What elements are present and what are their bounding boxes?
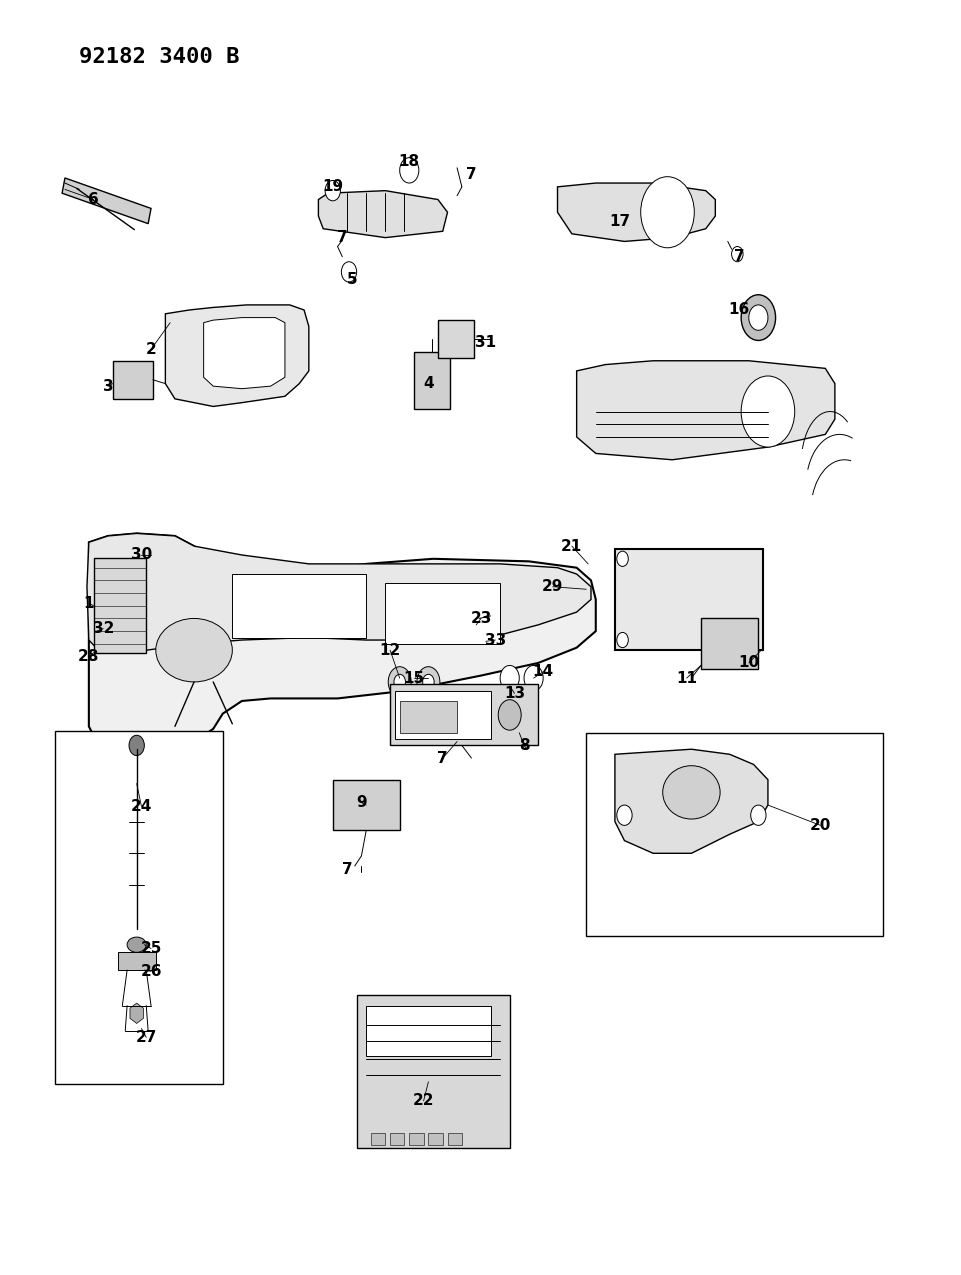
Bar <box>93 557 146 653</box>
Circle shape <box>524 666 543 691</box>
Ellipse shape <box>662 766 720 819</box>
Text: 14: 14 <box>532 664 554 680</box>
Text: 92182 3400 B: 92182 3400 B <box>79 47 239 68</box>
Text: 23: 23 <box>470 611 491 626</box>
Bar <box>357 996 509 1148</box>
Polygon shape <box>117 952 156 970</box>
Text: 10: 10 <box>737 655 758 671</box>
Ellipse shape <box>156 618 233 682</box>
Circle shape <box>640 177 694 247</box>
Polygon shape <box>88 533 595 755</box>
Text: 6: 6 <box>88 193 99 207</box>
Bar <box>408 1132 423 1145</box>
Polygon shape <box>62 179 151 223</box>
Text: 4: 4 <box>423 376 433 391</box>
Bar <box>701 618 757 669</box>
Circle shape <box>422 674 433 690</box>
Polygon shape <box>130 1003 143 1024</box>
Circle shape <box>325 181 340 200</box>
Circle shape <box>416 667 439 697</box>
Text: 24: 24 <box>131 799 152 813</box>
Circle shape <box>394 674 405 690</box>
Bar <box>395 691 490 740</box>
Bar <box>233 574 366 638</box>
Polygon shape <box>204 317 284 389</box>
Text: 7: 7 <box>437 751 448 765</box>
Bar <box>585 733 882 936</box>
Polygon shape <box>614 750 767 853</box>
Text: 26: 26 <box>140 964 161 979</box>
Bar <box>371 1132 385 1145</box>
Text: 2: 2 <box>145 342 157 357</box>
Circle shape <box>500 666 519 691</box>
Text: 33: 33 <box>484 632 505 648</box>
Circle shape <box>399 158 418 184</box>
Text: 7: 7 <box>336 230 347 245</box>
Text: 7: 7 <box>341 862 352 877</box>
Bar <box>399 701 456 733</box>
Circle shape <box>498 700 521 731</box>
Text: 12: 12 <box>380 643 401 658</box>
Text: 18: 18 <box>398 154 419 170</box>
Polygon shape <box>165 305 308 407</box>
Polygon shape <box>318 191 447 237</box>
Bar <box>413 352 450 409</box>
Bar <box>614 548 762 650</box>
Text: 20: 20 <box>809 817 830 833</box>
Text: 17: 17 <box>608 214 629 228</box>
Text: 9: 9 <box>356 796 366 810</box>
Text: 16: 16 <box>727 302 749 317</box>
Circle shape <box>129 736 144 756</box>
Text: 7: 7 <box>466 167 477 181</box>
Bar <box>112 361 153 399</box>
Circle shape <box>750 805 765 825</box>
Circle shape <box>748 305 767 330</box>
Text: 30: 30 <box>131 547 152 562</box>
Circle shape <box>616 805 631 825</box>
Polygon shape <box>86 533 590 653</box>
Bar <box>437 320 474 358</box>
Circle shape <box>341 261 357 282</box>
Circle shape <box>730 246 742 261</box>
Polygon shape <box>576 361 834 460</box>
Text: 19: 19 <box>322 180 343 194</box>
Text: 32: 32 <box>92 621 113 636</box>
Text: 22: 22 <box>412 1094 434 1108</box>
Bar <box>390 1132 404 1145</box>
Bar <box>390 685 538 746</box>
Text: 1: 1 <box>84 595 94 611</box>
Bar <box>385 583 500 644</box>
Text: 29: 29 <box>541 579 563 594</box>
Text: 13: 13 <box>504 686 525 701</box>
Text: 28: 28 <box>78 649 99 664</box>
Text: 25: 25 <box>140 941 161 956</box>
Text: 8: 8 <box>518 738 529 754</box>
Text: 15: 15 <box>403 671 424 686</box>
Bar <box>447 1132 461 1145</box>
Ellipse shape <box>127 937 146 952</box>
Circle shape <box>740 376 794 448</box>
Polygon shape <box>557 184 715 241</box>
Text: 11: 11 <box>676 671 697 686</box>
Circle shape <box>616 551 628 566</box>
Circle shape <box>740 295 775 340</box>
Bar <box>366 1006 490 1057</box>
Text: 3: 3 <box>103 379 113 394</box>
Text: 31: 31 <box>475 335 496 351</box>
Text: 5: 5 <box>346 272 357 287</box>
Bar <box>333 780 399 830</box>
Circle shape <box>388 667 410 697</box>
Bar <box>428 1132 442 1145</box>
Text: 7: 7 <box>733 249 744 264</box>
Text: 21: 21 <box>560 538 581 553</box>
Text: 27: 27 <box>136 1030 157 1046</box>
Bar <box>56 732 223 1084</box>
Circle shape <box>616 632 628 648</box>
